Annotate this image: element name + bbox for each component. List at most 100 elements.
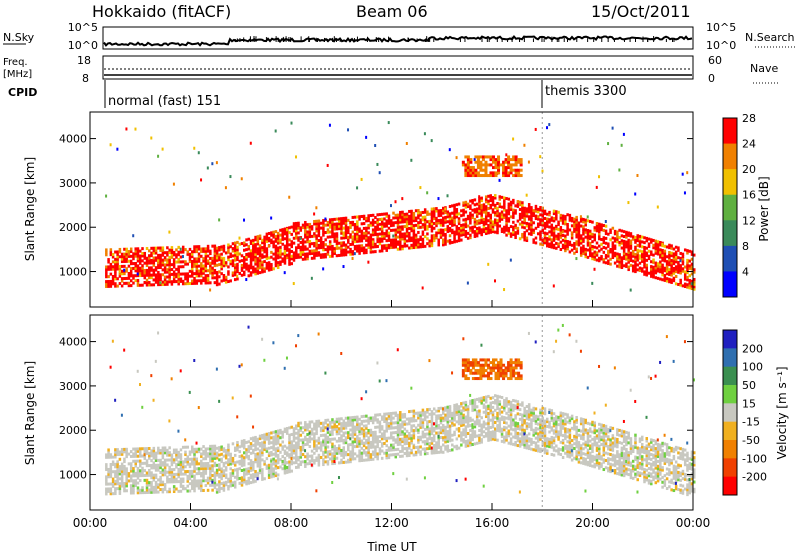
heatmap-cell (243, 451, 246, 455)
heatmap-cell (143, 280, 146, 284)
heatmap-cell (519, 163, 523, 167)
heatmap-cell (125, 267, 128, 271)
heatmap-cell (681, 269, 685, 273)
heatmap-cell (290, 225, 293, 229)
heatmap-cell (132, 467, 135, 471)
heatmap-cell (166, 475, 169, 479)
heatmap-cell (543, 231, 547, 235)
heatmap-cell (643, 258, 646, 262)
heatmap-cell (369, 243, 373, 247)
heatmap-cell (283, 237, 287, 241)
heatmap-cell (487, 224, 490, 228)
heatmap-cell (193, 469, 196, 473)
heatmap-cell (489, 228, 492, 232)
heatmap-cell (299, 421, 303, 425)
heatmap-cell (209, 261, 212, 265)
heatmap-cell (512, 230, 515, 234)
heatmap-cell (297, 246, 300, 250)
heatmap-cell (143, 276, 147, 280)
heatmap-cell (677, 263, 680, 267)
heatmap-cell (161, 453, 165, 457)
heatmap-cell (224, 251, 228, 255)
heatmap-cell (435, 233, 438, 237)
heatmap-cell (163, 465, 167, 469)
heatmap-cell (125, 477, 128, 481)
heatmap-cell (222, 488, 226, 492)
heatmap-cell (197, 274, 201, 278)
heatmap-cell (141, 254, 144, 258)
heatmap-cell (301, 250, 305, 254)
heatmap-cell (157, 468, 160, 472)
heatmap-cell (410, 426, 413, 430)
heatmap-cell (297, 446, 300, 450)
heatmap-cell (211, 162, 214, 166)
heatmap-cell (647, 237, 651, 241)
heatmap-cell (297, 436, 300, 440)
heatmap-cell (335, 439, 339, 443)
heatmap-cell (408, 209, 411, 213)
heatmap-cell (191, 255, 194, 259)
heatmap-cell (365, 426, 368, 430)
heatmap-cell (109, 472, 113, 476)
heatmap-cell (408, 246, 411, 250)
heatmap-cell (376, 240, 379, 244)
heatmap-cell (138, 461, 142, 465)
heatmap-cell (161, 461, 165, 465)
heatmap-cell (132, 252, 135, 256)
heatmap-cell (394, 243, 398, 247)
heatmap-cell (145, 273, 149, 277)
heatmap-cell (267, 471, 271, 475)
heatmap-cell (145, 483, 149, 487)
heatmap-cell (297, 438, 300, 442)
heatmap-cell (179, 482, 183, 486)
heatmap-cell (114, 274, 117, 278)
heatmap-cell (152, 256, 156, 260)
heatmap-cell (518, 217, 522, 221)
heatmap-cell (340, 422, 343, 426)
heatmap-cell (161, 246, 165, 250)
heatmap-cell (423, 447, 427, 451)
heatmap-cell (261, 436, 264, 440)
heatmap-cell (631, 252, 635, 256)
heatmap-cell (200, 459, 203, 463)
heatmap-cell (281, 259, 284, 263)
heatmap-cell (523, 231, 526, 235)
heatmap-cell (419, 435, 422, 439)
heatmap-cell (432, 234, 436, 238)
heatmap-cell (484, 197, 488, 201)
heatmap-cell (295, 253, 298, 257)
heatmap-cell (204, 479, 208, 483)
heatmap-cell (376, 454, 379, 458)
heatmap-cell (227, 250, 230, 254)
heatmap-cell (301, 257, 305, 261)
heatmap-cell (326, 430, 330, 434)
heatmap-cell (331, 220, 334, 224)
heatmap-cell (432, 209, 436, 213)
heatmap-cell (598, 259, 601, 263)
heatmap-cell (414, 426, 418, 430)
heatmap-cell (304, 421, 307, 425)
heatmap-cell (304, 235, 307, 239)
heatmap-cell (504, 160, 508, 164)
heatmap-cell (252, 265, 255, 269)
colorbar-swatch (723, 143, 737, 170)
heatmap-cell (150, 488, 153, 492)
heatmap-cell (462, 211, 465, 215)
heatmap-cell (288, 453, 291, 457)
heatmap-cell (444, 242, 447, 246)
heatmap-cell (125, 489, 128, 493)
heatmap-cell (432, 429, 436, 433)
heatmap-cell (584, 247, 587, 251)
heatmap-cell (392, 453, 395, 457)
heatmap-cell (401, 217, 404, 221)
heatmap-cell (414, 245, 418, 249)
heatmap-cell (148, 483, 151, 487)
heatmap-cell (453, 218, 456, 222)
heatmap-cell (389, 411, 393, 415)
heatmap-cell (252, 241, 255, 245)
heatmap-cell (371, 435, 375, 439)
heatmap-cell (107, 284, 110, 288)
heatmap-cell (138, 447, 142, 451)
heatmap-cell (536, 232, 540, 236)
heatmap-cell (469, 174, 473, 178)
